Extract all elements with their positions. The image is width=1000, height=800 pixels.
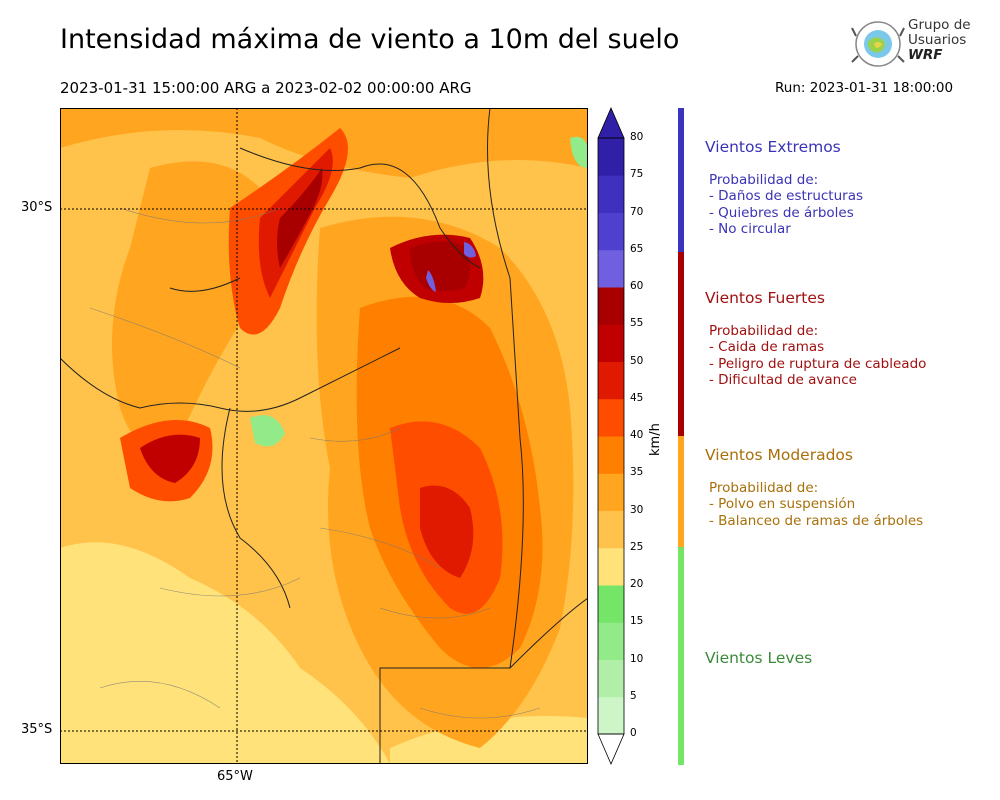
colorbar-tick-label: 20 <box>630 578 644 590</box>
colorbar-segment <box>598 212 624 251</box>
colorbar-unit: km/h <box>648 423 663 456</box>
colorbar-segment <box>598 696 624 735</box>
band-extremos <box>678 108 684 252</box>
colorbar-tick-label: 45 <box>630 391 644 404</box>
colorbar-tick-label: 25 <box>630 540 644 553</box>
band-leves <box>678 547 684 765</box>
category-moderados-title: Vientos Moderados <box>705 446 853 464</box>
colorbar-tick-label: 55 <box>630 317 644 330</box>
band-fuertes <box>678 252 684 436</box>
colorbar-tick-label: 35 <box>630 466 644 479</box>
colorbar-tick-label: 15 <box>630 615 644 628</box>
colorbar-segment <box>598 510 624 549</box>
colorbar-segment <box>598 398 624 437</box>
category-line: - Caida de ramas <box>709 339 825 356</box>
colorbar-segment <box>598 659 624 698</box>
run-time: Run: 2023-01-31 18:00:00 <box>775 80 954 96</box>
category-line: - Daños de estructuras <box>709 188 864 205</box>
category-fuertes-title: Vientos Fuertes <box>705 289 825 307</box>
category-line: Probabilidad de: <box>709 323 819 339</box>
colorbar-segment <box>598 287 624 325</box>
colorbar-tick-label: 0 <box>630 727 637 739</box>
colorbar-segment <box>598 324 624 362</box>
colorbar <box>597 106 625 766</box>
colorbar-tick-label: 50 <box>630 354 644 367</box>
colorbar-segment <box>598 175 624 213</box>
lat-label-35s: 35°S <box>21 722 53 737</box>
category-line: Probabilidad de: <box>709 480 819 496</box>
band-moderados <box>678 436 684 547</box>
colorbar-tick-label: 75 <box>630 168 644 181</box>
colorbar-tick-label: 30 <box>630 503 644 516</box>
colorbar-segment <box>598 473 624 511</box>
category-extremos-body: Probabilidad de: - Daños de estructuras … <box>709 172 863 237</box>
colorbar-tick-label: 65 <box>630 242 644 255</box>
colorbar-tick-label: 5 <box>630 689 637 702</box>
lon-label-65w: 65°W <box>217 769 253 784</box>
colorbar-segment <box>598 138 624 176</box>
map-title: Intensidad máxima de viento a 10m del su… <box>60 24 680 55</box>
colorbar-segment <box>598 585 624 623</box>
colorbar-segment <box>598 622 624 660</box>
colorbar-tick-label: 10 <box>630 652 644 665</box>
category-extremos-title: Vientos Extremos <box>705 138 841 156</box>
colorbar-tick-label: 80 <box>630 131 644 143</box>
category-line: - Balanceo de ramas de árboles <box>709 512 924 529</box>
category-line: - No circular <box>709 220 791 237</box>
colorbar-tick-label: 60 <box>630 280 644 292</box>
logo-text: Grupo de Usuarios WRF <box>908 18 971 63</box>
category-line: Probabilidad de: <box>709 172 819 188</box>
category-moderados-body: Probabilidad de: - Polvo en suspensión -… <box>709 480 923 529</box>
colorbar-segment <box>598 361 624 400</box>
category-line: - Polvo en suspensión <box>709 496 856 513</box>
forecast-period: 2023-01-31 15:00:00 ARG a 2023-02-02 00:… <box>60 79 472 97</box>
wind-map <box>60 108 588 764</box>
colorbar-segment <box>598 436 624 474</box>
colorbar-segment <box>598 547 624 586</box>
logo-line-2: Usuarios <box>908 32 967 48</box>
logo-line-1: Grupo de <box>908 17 971 33</box>
category-line: - Peligro de ruptura de cableado <box>709 355 927 372</box>
logo-line-3: WRF <box>908 47 943 63</box>
lat-label-30s: 30°S <box>21 200 53 215</box>
wrf-users-logo <box>851 21 905 67</box>
colorbar-tick-label: 70 <box>630 205 644 218</box>
category-fuertes-body: Probabilidad de: - Caida de ramas - Peli… <box>709 323 926 388</box>
category-line: - Quiebres de árboles <box>709 204 854 221</box>
colorbar-segment <box>598 249 624 288</box>
category-leves-title: Vientos Leves <box>705 649 813 667</box>
category-line: - Dificultad de avance <box>709 371 857 388</box>
colorbar-tick-label: 40 <box>630 429 644 441</box>
